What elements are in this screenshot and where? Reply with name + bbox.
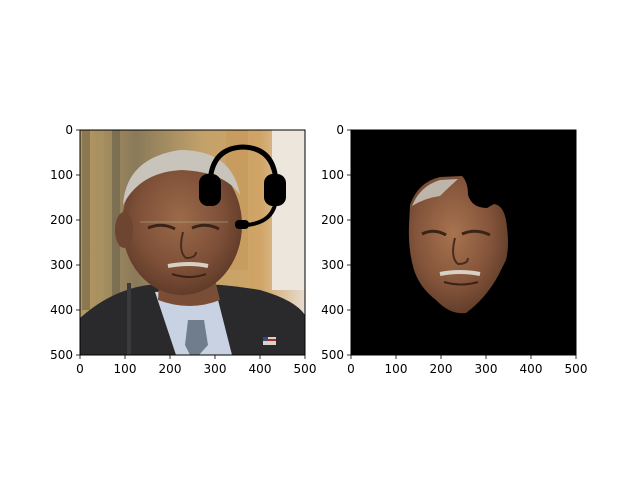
left-axes-frame (79, 129, 306, 356)
left-y-tick-label: 0 (65, 123, 73, 137)
left-y-tick-label: 400 (50, 303, 73, 317)
right-x-tick-label: 500 (565, 362, 588, 376)
left-y-tick-label: 300 (50, 258, 73, 272)
right-y-tick-label: 0 (336, 123, 344, 137)
left-x-tick-label: 300 (204, 362, 227, 376)
right-image-panel: 0 100 200 300 400 500 0 100 200 300 400 500 (321, 123, 587, 376)
left-x-tick-label: 200 (159, 362, 182, 376)
left-x-tick-label: 500 (294, 362, 317, 376)
right-y-tick-label: 200 (321, 213, 344, 227)
left-y-axis: 0 100 200 300 400 500 (50, 123, 80, 362)
left-x-axis: 0 100 200 300 400 500 (76, 355, 316, 376)
left-y-tick-label: 100 (50, 168, 73, 182)
left-y-tick-label: 200 (50, 213, 73, 227)
right-x-tick-label: 300 (475, 362, 498, 376)
left-x-tick-label: 400 (249, 362, 272, 376)
left-y-tick-label: 500 (50, 348, 73, 362)
headset-icon (199, 144, 286, 229)
right-x-axis: 0 100 200 300 400 500 (347, 355, 587, 376)
right-y-tick-label: 300 (321, 258, 344, 272)
right-x-tick-label: 0 (347, 362, 355, 376)
right-axes-frame (350, 129, 577, 356)
right-x-tick-label: 200 (430, 362, 453, 376)
right-y-tick-label: 400 (321, 303, 344, 317)
left-x-tick-label: 0 (76, 362, 84, 376)
right-face-segment (408, 176, 508, 314)
right-y-axis: 0 100 200 300 400 500 (321, 123, 351, 362)
right-y-tick-label: 100 (321, 168, 344, 182)
left-image-panel: 0 100 200 300 400 500 0 100 200 300 400 500 (50, 123, 316, 376)
right-x-tick-label: 400 (520, 362, 543, 376)
right-x-tick-label: 100 (385, 362, 408, 376)
left-x-tick-label: 100 (114, 362, 137, 376)
right-y-tick-label: 500 (321, 348, 344, 362)
